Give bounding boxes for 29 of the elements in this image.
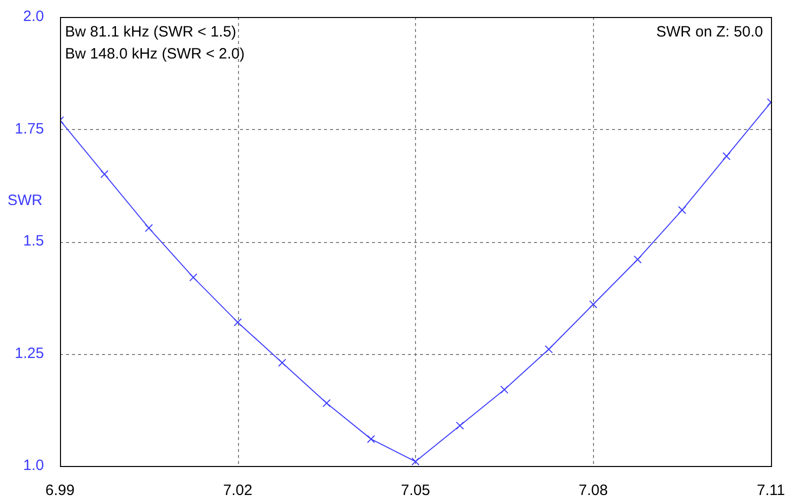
point [100, 170, 108, 178]
y-axis-title: SWR [8, 192, 43, 210]
annotation: Bw 81.1 kHz (SWR < 1.5) [65, 24, 236, 41]
y-tick-label: 1.5 [23, 232, 44, 250]
point [367, 435, 376, 444]
x-tick-label: 7.02 [223, 482, 252, 500]
point [544, 345, 553, 354]
y-tick-label: 1.75 [14, 120, 44, 138]
x-tick-label: 7.08 [578, 482, 608, 500]
y-tick-label: 1.25 [14, 344, 44, 362]
y-tick-label: 2.0 [23, 8, 44, 26]
point [278, 358, 286, 367]
point [678, 206, 686, 214]
point [189, 273, 198, 282]
annotation: Bw 148.0 kHz (SWR < 2.0) [65, 46, 245, 63]
point [411, 457, 420, 466]
x-tick-label: 6.99 [45, 482, 75, 500]
x-tick-label: 7.11 [756, 482, 786, 500]
y-tick-label: 1.0 [23, 457, 44, 474]
point [234, 318, 242, 326]
x-tick-label: 7.05 [400, 482, 430, 500]
point [144, 224, 153, 232]
point [634, 255, 642, 264]
point [322, 399, 331, 408]
annotation: SWR on Z: 50.0 [656, 24, 763, 41]
point [456, 422, 464, 430]
point [722, 152, 731, 160]
point [500, 386, 508, 394]
point [589, 300, 598, 308]
